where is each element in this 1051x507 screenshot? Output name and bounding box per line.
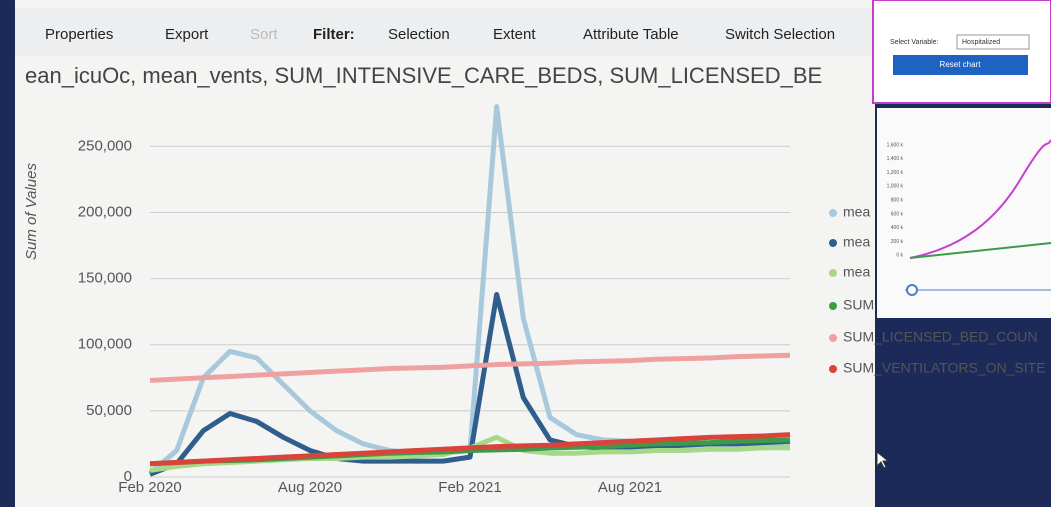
- x-tick-label: Feb 2020: [118, 479, 181, 496]
- toolbar-item[interactable]: Sort: [250, 26, 278, 43]
- inset-y-tick-label: 1,000 k: [887, 184, 904, 190]
- legend-swatch: [829, 269, 837, 277]
- cursor: [877, 452, 888, 468]
- legend-swatch: [829, 302, 837, 310]
- x-tick-label: Aug 2020: [278, 479, 342, 496]
- chart: Sum of Values ean_icuOc, mean_vents, SUM…: [0, 0, 1051, 507]
- toolbar-item[interactable]: Extent: [493, 26, 536, 43]
- toolbar-item[interactable]: Switch Selection: [725, 26, 835, 43]
- legend-swatch: [829, 209, 837, 217]
- legend-label: SUM_LICENSED_BED_COUN: [843, 329, 1038, 345]
- legend-label: mea: [843, 264, 870, 280]
- inset-select-value: Hospitalized: [962, 39, 1000, 46]
- x-tick-label: Aug 2021: [598, 479, 662, 496]
- y-tick-label: 50,000: [86, 402, 132, 419]
- inset-y-tick-label: 0 k: [896, 253, 903, 259]
- legend-label: mea: [843, 234, 870, 250]
- legend-label: SUM_VENTILATORS_ON_SITE: [843, 360, 1046, 376]
- toolbar-item[interactable]: Selection: [388, 26, 450, 43]
- toolbar-item[interactable]: Filter:: [313, 26, 355, 43]
- toolbar-item[interactable]: Export: [165, 26, 209, 43]
- inset-slider-handle[interactable]: [907, 285, 917, 295]
- inset-y-tick-label: 800 k: [891, 198, 904, 204]
- legend-label: mea: [843, 204, 870, 220]
- y-axis-label: Sum of Values: [23, 163, 40, 260]
- toolbar-item[interactable]: Properties: [45, 26, 113, 43]
- inset-y-tick-label: 1,200 k: [887, 170, 904, 176]
- screen: Sum of Values ean_icuOc, mean_vents, SUM…: [0, 0, 1051, 507]
- legend-swatch: [829, 334, 837, 342]
- inset-y-tick-label: 400 k: [891, 225, 904, 231]
- chart-title: ean_icuOc, mean_vents, SUM_INTENSIVE_CAR…: [25, 63, 822, 88]
- legend-label: SUM: [843, 297, 874, 313]
- y-tick-label: 150,000: [78, 270, 132, 287]
- inset-y-tick-label: 1,400 k: [887, 156, 904, 162]
- legend-swatch: [829, 239, 837, 247]
- inset-panel: [873, 0, 1051, 103]
- reset-button-label: Reset chart: [940, 60, 982, 69]
- inset-y-tick-label: 600 k: [891, 211, 904, 217]
- y-tick-label: 200,000: [78, 203, 132, 220]
- legend-swatch: [829, 365, 837, 373]
- toolbar-item[interactable]: Attribute Table: [583, 26, 679, 43]
- x-tick-label: Feb 2021: [438, 479, 501, 496]
- inset-y-tick-label: 200 k: [891, 239, 904, 245]
- inset-chart: [877, 108, 1051, 318]
- inset-select-label: Select Variable:: [890, 39, 939, 46]
- inset-y-tick-label: 1,600 k: [887, 142, 904, 148]
- y-tick-label: 100,000: [78, 336, 132, 353]
- y-tick-label: 250,000: [78, 137, 132, 154]
